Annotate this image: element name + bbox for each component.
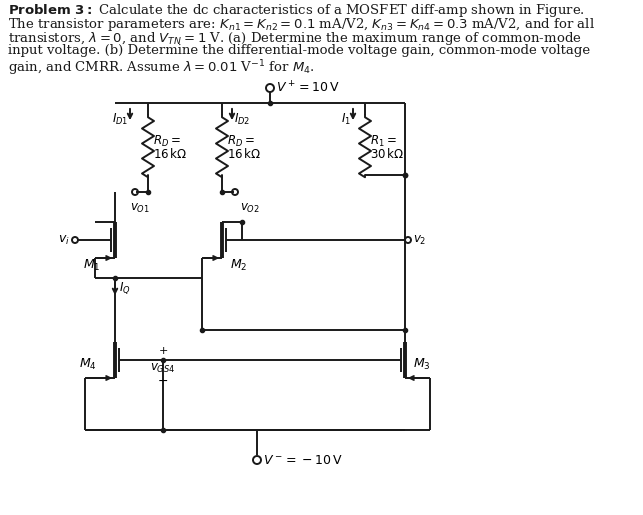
Text: input voltage. (b) Determine the differential-mode voltage gain, common-mode vol: input voltage. (b) Determine the differe… (8, 44, 590, 57)
Text: $v_{GS4}$: $v_{GS4}$ (150, 362, 176, 375)
Text: transistors, $\lambda = 0$, and $V_{TN} = 1$ V. (a) Determine the maximum range : transistors, $\lambda = 0$, and $V_{TN} … (8, 30, 582, 47)
Text: $M_1$: $M_1$ (83, 258, 100, 273)
Text: $M_4$: $M_4$ (79, 356, 97, 371)
Text: $v_{O1}$: $v_{O1}$ (130, 202, 150, 215)
Text: $R_D =$: $R_D =$ (227, 133, 255, 148)
Text: $\mathbf{Problem\ 3:}$ Calculate the dc characteristics of a MOSFET diff-amp sho: $\mathbf{Problem\ 3:}$ Calculate the dc … (8, 2, 585, 19)
Text: The transistor parameters are: $K_{n1} = K_{n2} = 0.1$ mA/V2, $K_{n3} = K_{n4} =: The transistor parameters are: $K_{n1} =… (8, 16, 595, 33)
Text: $M_2$: $M_2$ (230, 258, 248, 273)
Text: $v_{O2}$: $v_{O2}$ (240, 202, 260, 215)
Text: $+$: $+$ (158, 345, 168, 356)
Text: $-$: $-$ (158, 374, 168, 387)
Text: $16\,\mathrm{k\Omega}$: $16\,\mathrm{k\Omega}$ (227, 147, 261, 161)
Text: $V^- = -10\,\mathrm{V}$: $V^- = -10\,\mathrm{V}$ (263, 454, 343, 467)
Text: $R_D =$: $R_D =$ (153, 133, 181, 148)
Text: gain, and CMRR. Assume $\lambda = 0.01$ V$^{-1}$ for $M_4$.: gain, and CMRR. Assume $\lambda = 0.01$ … (8, 58, 315, 78)
Text: $I_Q$: $I_Q$ (119, 280, 131, 296)
Text: $M_3$: $M_3$ (413, 356, 431, 371)
Text: $I_1$: $I_1$ (341, 111, 351, 127)
Text: $R_1 =$: $R_1 =$ (370, 133, 397, 148)
Text: $v_2$: $v_2$ (413, 233, 426, 247)
Text: $30\,\mathrm{k\Omega}$: $30\,\mathrm{k\Omega}$ (370, 147, 404, 161)
Text: $I_{D2}$: $I_{D2}$ (234, 111, 250, 127)
Text: $v_{i}$: $v_{i}$ (59, 233, 70, 247)
Text: $V^+ = 10\,\mathrm{V}$: $V^+ = 10\,\mathrm{V}$ (276, 80, 340, 96)
Text: $16\,\mathrm{k\Omega}$: $16\,\mathrm{k\Omega}$ (153, 147, 187, 161)
Text: $I_{D1}$: $I_{D1}$ (112, 111, 128, 127)
